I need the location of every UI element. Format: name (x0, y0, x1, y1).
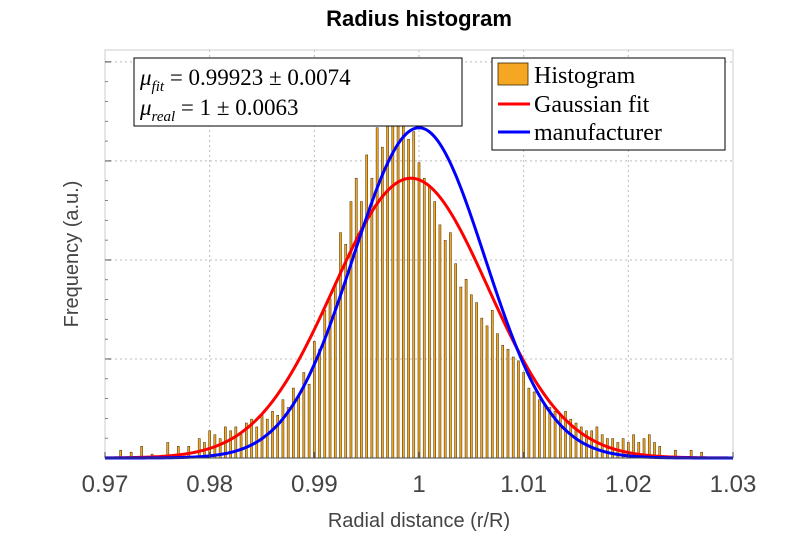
histogram-bar (433, 201, 436, 459)
histogram-bar (496, 333, 499, 459)
histogram-bar (281, 399, 285, 459)
histogram-bar (234, 426, 238, 459)
annotation-mu-real: μreal = 1 ± 0.0063 (139, 95, 299, 125)
histogram-bar (271, 411, 274, 459)
histogram-bar (417, 162, 421, 459)
histogram-bar (412, 131, 416, 459)
histogram-bar (307, 383, 311, 459)
histogram-bar (323, 310, 327, 459)
annotation-mu-real-subscript: real (152, 109, 176, 125)
histogram-bar (428, 185, 431, 459)
legend-gaussian-fit-label: Gaussian fit (534, 92, 650, 118)
histogram-bar (475, 302, 478, 459)
histogram-bar (449, 232, 452, 459)
histogram-bar (265, 418, 269, 459)
histogram-bar (490, 310, 494, 459)
histogram-bar (365, 154, 368, 459)
histogram-bar (292, 387, 295, 459)
histogram-bar (464, 279, 468, 459)
histogram-bar (402, 115, 405, 459)
histogram-bar (391, 69, 395, 459)
annotation-mu-real-symbol: μ (139, 95, 152, 120)
x-tick-label: 1 (412, 471, 425, 498)
legend: Histogram Gaussian fit manufacturer (491, 57, 726, 151)
histogram-bar (517, 360, 520, 459)
histogram-bar (470, 294, 473, 459)
histogram-bar (543, 403, 546, 459)
annotation-mu-fit-value: = 0.99923 ± 0.0074 (164, 65, 351, 90)
annotation-mu-fit-symbol: μ (139, 65, 152, 90)
histogram-bar (239, 434, 243, 459)
histogram-bar (276, 415, 279, 459)
histogram-bar (396, 100, 400, 459)
x-axis-label: Radial distance (r/R) (328, 510, 510, 532)
histogram-bar (297, 395, 300, 459)
x-tick-label: 1.03 (710, 471, 757, 498)
histogram-bar (532, 391, 536, 459)
histogram-bar (501, 345, 505, 459)
histogram-bar (590, 430, 593, 459)
histogram-bar (318, 348, 321, 459)
histogram-bar (339, 232, 342, 459)
histogram-bar (559, 415, 562, 459)
histogram-bar (438, 224, 442, 459)
legend-histogram-label: Histogram (534, 63, 636, 89)
legend-frame (491, 57, 726, 151)
x-tick-label: 0.97 (82, 471, 129, 498)
x-tick-label: 1.02 (605, 471, 652, 498)
histogram-bar (522, 372, 525, 459)
annotation-frame (133, 57, 463, 127)
chart-title: Radius histogram (326, 6, 512, 31)
histogram-bar (354, 177, 358, 459)
histogram-bar (538, 399, 541, 459)
legend-manufacturer-label: manufacturer (534, 120, 662, 146)
histogram-bar (386, 88, 389, 459)
y-axis-label: Frequency (a.u.) (61, 181, 83, 328)
x-tick-label: 1.01 (500, 471, 547, 498)
histogram-bar (349, 201, 353, 459)
histogram-bar (506, 348, 510, 459)
histogram-bar (407, 139, 410, 459)
annotation-mu-real-value: = 1 ± 0.0063 (175, 95, 298, 120)
histogram-bar (511, 356, 515, 459)
legend-histogram-swatch (497, 62, 529, 86)
histogram-bar (375, 127, 379, 459)
axes: 0.97 0.98 0.99 1 1.01 1.02 1.03 (82, 61, 757, 498)
histogram-bar (527, 387, 531, 459)
annotation-mu-fit: μfit = 0.99923 ± 0.0074 (139, 65, 351, 95)
histogram-bar (485, 325, 489, 459)
histogram-bar (443, 240, 447, 459)
histogram-bar (370, 177, 374, 459)
histogram-bar (360, 201, 363, 459)
x-tick-label: 0.99 (291, 471, 338, 498)
annotation-mu-fit-subscript: fit (152, 79, 165, 95)
x-tick-label: 0.98 (186, 471, 233, 498)
histogram-bar (480, 317, 484, 459)
histogram-bar (197, 438, 201, 459)
histogram-bar (422, 177, 426, 459)
histogram-bar (454, 263, 457, 459)
histogram-bar (459, 286, 463, 459)
annotation-box: μfit = 0.99923 ± 0.0074 μreal = 1 ± 0.00… (133, 57, 463, 127)
